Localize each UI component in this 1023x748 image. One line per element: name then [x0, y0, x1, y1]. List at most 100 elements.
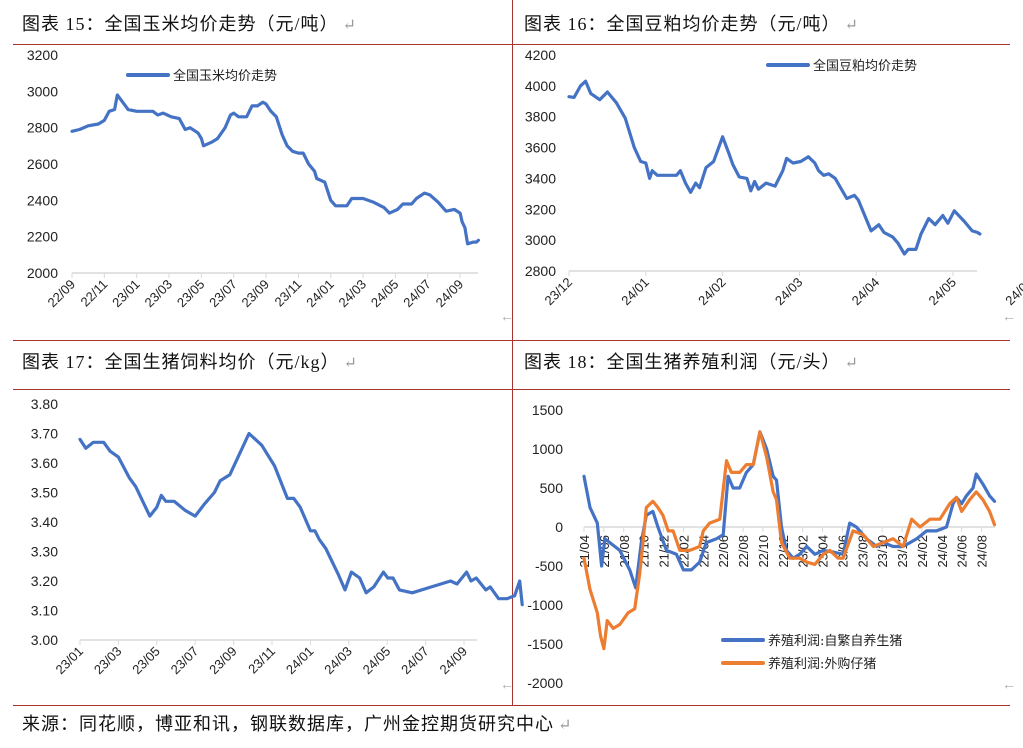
x-tick-label: 24/01: [618, 275, 652, 309]
x-tick-label: 22/06: [716, 535, 731, 568]
x-tick-label: 24/04: [935, 535, 950, 568]
x-tick-label: 24/07: [398, 644, 432, 678]
y-tick-label: 3.50: [31, 485, 58, 501]
y-tick-label: -1000: [527, 597, 563, 613]
x-tick-label: 23/03: [142, 277, 176, 311]
fig16-chart: 2800 3000 3200 3400 3600 3800 4000 4200 23/12 24/…: [525, 47, 1023, 308]
edge-arrow-icon: ←: [500, 678, 514, 693]
y-tick-label: 500: [540, 480, 564, 496]
x-tick-label: 24/05: [368, 277, 402, 311]
x-tick-label: 23/05: [174, 277, 208, 311]
y-tick-label: 2400: [27, 192, 58, 208]
y-tick-label: 0: [555, 519, 563, 535]
y-tick-label: 4200: [525, 47, 556, 63]
y-tick-label: 3.10: [31, 603, 58, 619]
x-tick-label: 24/01: [283, 644, 317, 678]
y-tick-label: 3.80: [31, 396, 58, 412]
y-tick-label: 2000: [27, 265, 58, 281]
y-tick-label: -500: [535, 558, 563, 574]
x-tick-label: 21/04: [577, 535, 592, 568]
x-tick-label: 23/05: [129, 644, 163, 678]
figure-15-title: 图表 15：全国玉米均价走势（元/吨） ↵: [22, 10, 357, 36]
x-tick-label: 23/09: [239, 277, 273, 311]
x-tick-label: 22/08: [736, 535, 751, 568]
y-tick-label: -1500: [527, 636, 563, 652]
divider: [13, 705, 1010, 706]
x-tick-label: 24/05: [926, 275, 960, 309]
y-tick-label: 3000: [27, 83, 58, 99]
y-tick-label: 2600: [27, 156, 58, 172]
y-tick-label: 3.70: [31, 426, 58, 442]
x-tick-label: 21/12: [657, 535, 672, 568]
fig18-chart: -2000 -1500 -1000 -500 0 500 1000 1500 21/04 21/0…: [527, 402, 997, 691]
figure-18-title-text: 图表 18：全国生猪养殖利润（元/头）: [524, 352, 841, 372]
y-tick-label: 2800: [27, 120, 58, 136]
y-tick-label: 2200: [27, 229, 58, 245]
legend-label: 养殖利润:外购仔猪: [768, 656, 876, 672]
legend-label: 全国玉米均价走势: [173, 68, 277, 84]
source-text: 来源：同花顺，博亚和讯，钢联数据库，广州金控期货研究中心: [22, 714, 554, 734]
x-tick-label: 23/07: [168, 644, 202, 678]
x-tick-label: 24/02: [915, 535, 930, 568]
y-tick-label: 3400: [525, 170, 556, 186]
y-tick-label: 3000: [525, 232, 556, 248]
y-tick-label: 1500: [532, 402, 563, 418]
x-tick-label: 24/03: [336, 277, 370, 311]
y-tick-label: 3.00: [31, 632, 58, 648]
series-line-2: [582, 430, 997, 651]
y-tick-label: 3200: [525, 201, 556, 217]
y-tick-label: 3200: [27, 47, 58, 63]
x-tick-label: 24/06: [955, 535, 970, 568]
x-tick-label: 24/02: [695, 275, 729, 309]
x-tick-label: 22/10: [756, 535, 771, 568]
x-tick-label: 23/11: [245, 644, 278, 677]
edge-arrow-icon: ←: [1002, 310, 1016, 325]
y-tick-label: 3800: [525, 109, 556, 125]
source-note: 来源：同花顺，博亚和讯，钢联数据库，广州金控期货研究中心 ↵: [22, 710, 572, 736]
divider: [512, 0, 513, 705]
y-tick-label: -2000: [527, 675, 563, 691]
figure-17-title-text: 图表 17：全国生猪饲料均价（元/kg）: [22, 352, 340, 372]
x-tick-label: 23/01: [53, 644, 87, 678]
x-tick-label: 24/01: [303, 277, 337, 311]
x-tick-label: 24/03: [321, 644, 355, 678]
figure-17-title: 图表 17：全国生猪饲料均价（元/kg） ↵: [22, 348, 358, 374]
figure-18-title: 图表 18：全国生猪养殖利润（元/头） ↵: [524, 348, 859, 374]
x-tick-label: 23/11: [272, 277, 305, 310]
x-tick-label: 23/09: [206, 644, 240, 678]
figure-15-title-text: 图表 15：全国玉米均价走势（元/吨）: [22, 14, 339, 34]
x-tick-label: 23/08: [855, 535, 870, 568]
series-line-1: [567, 79, 982, 256]
x-tick-label: 24/03: [772, 275, 806, 309]
y-tick-label: 3.20: [31, 573, 58, 589]
x-tick-label: 23/07: [206, 277, 240, 311]
legend-label: 全国豆粕均价走势: [813, 58, 917, 74]
x-tick-label: 23/12: [542, 275, 576, 309]
fig17-chart: 3.00 3.10 3.20 3.30 3.40 3.50 3.60 3.70 3.80 23/0…: [31, 396, 524, 678]
x-tick-label: 24/08: [975, 535, 990, 568]
x-tick-label: 24/04: [849, 275, 883, 309]
x-tick-label: 24/06: [1002, 275, 1023, 309]
divider: [13, 44, 1010, 45]
edge-arrow-icon: ←: [1002, 678, 1016, 693]
divider: [13, 389, 1010, 390]
x-tick-label: 21/08: [617, 535, 632, 568]
x-tick-label: 23/01: [109, 277, 143, 311]
x-tick-label: 24/07: [400, 277, 434, 311]
x-tick-label: 23/12: [895, 535, 910, 568]
x-tick-label: 22/12: [776, 535, 791, 568]
x-tick-label: 23/03: [91, 644, 125, 678]
y-tick-label: 2800: [525, 263, 556, 279]
y-tick-label: 4000: [525, 78, 556, 94]
x-tick-label: 22/11: [78, 277, 111, 310]
x-tick-label: 24/05: [360, 644, 394, 678]
return-mark-icon: ↵: [342, 17, 357, 34]
return-mark-icon: ↵: [844, 17, 859, 34]
figure-16-title-text: 图表 16：全国豆粕均价走势（元/吨）: [524, 14, 841, 34]
series-line-1: [70, 93, 480, 246]
return-mark-icon: ↵: [343, 355, 358, 372]
figure-16-title: 图表 16：全国豆粕均价走势（元/吨） ↵: [524, 10, 859, 36]
y-tick-label: 3.40: [31, 514, 58, 530]
